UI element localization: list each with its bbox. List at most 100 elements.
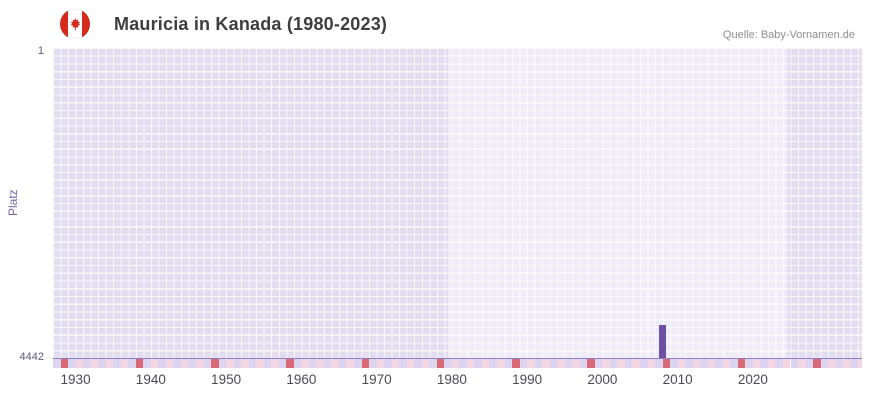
year-strip-cell bbox=[481, 359, 490, 368]
source-attribution: Quelle: Baby-Vornamen.de bbox=[722, 29, 855, 41]
x-tick-label: 2000 bbox=[587, 372, 618, 387]
year-strip-cell bbox=[308, 359, 317, 368]
x-tick-label: 1950 bbox=[211, 372, 242, 387]
year-strip-cell bbox=[293, 359, 302, 368]
year-strip-cell bbox=[782, 359, 791, 368]
year-strip-cell bbox=[527, 359, 535, 368]
year-strip-cell bbox=[662, 359, 671, 368]
year-strip bbox=[53, 359, 862, 368]
year-strip-cell bbox=[504, 359, 513, 368]
year-strip-cell bbox=[173, 359, 181, 368]
chart-title: Mauricia in Kanada (1980-2023) bbox=[114, 14, 388, 34]
year-strip-cell bbox=[421, 359, 430, 368]
year-strip-cell bbox=[466, 359, 475, 368]
year-strip-cell bbox=[617, 359, 625, 368]
year-strip-cell bbox=[519, 359, 528, 368]
plot-area bbox=[53, 48, 862, 359]
year-strip-cell bbox=[767, 359, 776, 368]
year-strip-cell bbox=[256, 359, 264, 368]
year-strip-cell bbox=[180, 359, 189, 368]
year-strip-cell bbox=[790, 359, 799, 368]
year-strip-cell bbox=[211, 359, 219, 368]
year-strip-cell bbox=[195, 359, 204, 368]
year-strip-cell bbox=[316, 359, 324, 368]
year-strip-cell bbox=[135, 359, 144, 368]
x-tick-label: 1990 bbox=[512, 372, 543, 387]
year-strip-cell bbox=[715, 359, 723, 368]
year-strip-cell bbox=[760, 359, 768, 368]
year-strip-cell bbox=[165, 359, 174, 368]
year-strip-cell bbox=[406, 359, 415, 368]
year-strip-cell bbox=[489, 359, 497, 368]
year-strip-cell bbox=[369, 359, 377, 368]
rank-bar[interactable] bbox=[659, 325, 667, 358]
year-strip-cell bbox=[798, 359, 806, 368]
year-strip-cell bbox=[278, 359, 287, 368]
year-strip-cell bbox=[346, 359, 354, 368]
year-strip-cell bbox=[60, 359, 69, 368]
year-strip-cell bbox=[233, 359, 242, 368]
x-axis: 1930 1940 1950 1960 1970 1980 1990 2000 2010 2020 bbox=[53, 372, 862, 392]
year-strip-cell bbox=[542, 359, 550, 368]
year-strip-cell bbox=[263, 359, 272, 368]
year-strip-cell bbox=[677, 359, 686, 368]
year-strip-cell bbox=[639, 359, 648, 368]
year-strip-cell bbox=[512, 359, 520, 368]
year-strip-cell bbox=[835, 359, 844, 368]
year-strip-cell bbox=[226, 359, 234, 368]
year-strip-cell bbox=[241, 359, 249, 368]
year-strip-cell bbox=[602, 359, 610, 368]
year-strip-cell bbox=[549, 359, 558, 368]
year-strip-cell bbox=[331, 359, 339, 368]
maple-leaf-icon bbox=[70, 17, 80, 31]
year-strip-cell bbox=[83, 359, 91, 368]
year-strip-cell bbox=[843, 359, 851, 368]
year-strip-cell bbox=[120, 359, 129, 368]
year-strip-cell bbox=[730, 359, 738, 368]
year-strip-cell bbox=[813, 359, 821, 368]
year-strip-cell bbox=[579, 359, 588, 368]
year-strip-cell bbox=[203, 359, 212, 368]
year-strip-cell bbox=[444, 359, 452, 368]
year-strip-cell bbox=[775, 359, 783, 368]
year-strip-cell bbox=[820, 359, 829, 368]
year-strip-cell bbox=[655, 359, 663, 368]
y-tick-max: 1 bbox=[37, 45, 44, 57]
x-tick-label: 2010 bbox=[662, 372, 693, 387]
x-tick-label: 2020 bbox=[737, 372, 768, 387]
year-strip-cell bbox=[670, 359, 678, 368]
x-tick-label: 1940 bbox=[135, 372, 166, 387]
year-strip-cell bbox=[572, 359, 580, 368]
year-strip-cell bbox=[53, 359, 61, 368]
year-strip-cell bbox=[218, 359, 227, 368]
year-strip-cell bbox=[323, 359, 332, 368]
year-strip-cell bbox=[459, 359, 467, 368]
year-strip-cell bbox=[384, 359, 392, 368]
year-strip-cell bbox=[609, 359, 618, 368]
canada-flag-icon bbox=[60, 9, 90, 39]
year-strip-cell bbox=[113, 359, 121, 368]
y-axis-label: Platz bbox=[6, 189, 20, 217]
year-strip-cell bbox=[158, 359, 166, 368]
year-strip-cell bbox=[354, 359, 362, 368]
year-strip-cell bbox=[858, 359, 862, 368]
year-strip-cell bbox=[105, 359, 114, 368]
year-strip-cell bbox=[90, 359, 99, 368]
year-strip-cell bbox=[376, 359, 385, 368]
year-strip-cell bbox=[624, 359, 633, 368]
y-tick-min: 4442 bbox=[19, 351, 44, 363]
year-strip-cell bbox=[587, 359, 595, 368]
year-strip-cell bbox=[188, 359, 196, 368]
year-strip-cell bbox=[414, 359, 422, 368]
year-strip-cell bbox=[828, 359, 836, 368]
year-strip-cell bbox=[286, 359, 294, 368]
year-strip-cell bbox=[150, 359, 159, 368]
year-strip-cell bbox=[497, 359, 505, 368]
year-strip-cell bbox=[338, 359, 347, 368]
year-strip-cell bbox=[692, 359, 701, 368]
year-strip-cell bbox=[429, 359, 437, 368]
year-strip-cell bbox=[722, 359, 731, 368]
year-strip-cell bbox=[248, 359, 257, 368]
year-strip-cell bbox=[474, 359, 482, 368]
